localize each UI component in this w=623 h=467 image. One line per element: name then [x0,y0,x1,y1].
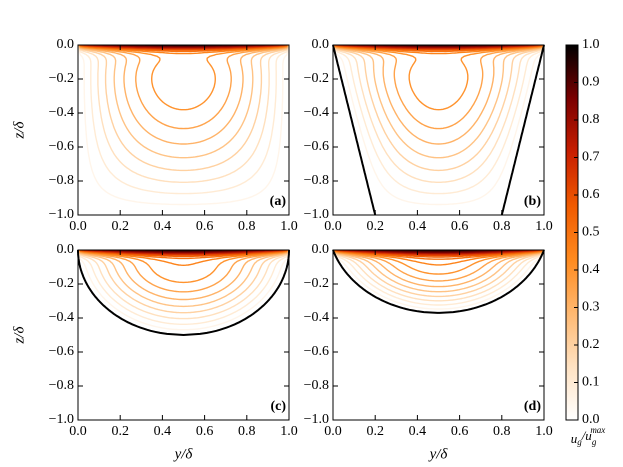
y-tick-label: −0.8 [304,173,329,188]
y-tick-label: −0.6 [304,139,329,154]
axes-frame [332,249,545,421]
y-tick-label: −0.6 [49,344,74,359]
panel-label: (d) [524,399,541,414]
y-tick-label: −0.6 [49,139,74,154]
colorbar-label-part: max [590,425,605,435]
panel: 0.0 0.2 0.4 0.6 0.8 1.0 −1.0 −0.8 −0.6 −0.4 −0.2 0.… [304,242,553,462]
contour-line [78,250,289,331]
y-tick-label: −0.6 [304,344,329,359]
contour-line [78,250,289,320]
y-tick-label: −0.4 [304,310,329,325]
contour-line [78,45,289,195]
colorbar-tick-label: 0.3 [582,300,600,315]
x-tick-label: 0.4 [409,219,427,234]
y-tick-label: 0.0 [312,37,330,52]
panel-label: (c) [270,399,286,414]
contours [333,45,544,206]
x-axis-label: y/δ [428,446,449,462]
y-tick-label: −0.4 [304,105,329,120]
x-axis-label: y/δ [173,446,194,462]
contour-line [333,45,544,130]
contours [333,250,544,310]
y-tick-label: −0.4 [49,310,74,325]
x-tick-label: 0.8 [238,424,256,439]
colorbar-tick-label: 1.0 [582,37,600,52]
colorbar-tick-label: 0.5 [582,225,600,240]
x-tick-label: 1.0 [535,424,553,439]
x-tick-label: 0.0 [69,424,87,439]
colorbar-tick-label: 0.9 [582,75,600,90]
x-tick-label: 0.6 [451,424,469,439]
contour-line [333,45,544,172]
contour-line [78,45,289,172]
y-tick-label: −0.2 [304,71,329,86]
panel-label: (a) [270,194,287,209]
contours [78,250,289,331]
x-tick-label: 0.4 [154,424,172,439]
y-tick-label: −0.2 [49,276,74,291]
colorbar-label-part: g [577,437,582,447]
x-tick-label: 1.0 [280,219,298,234]
colorbar-label-part: /u [581,428,593,443]
y-tick-label: 0.0 [57,242,75,257]
y-tick-label: −1.0 [49,412,74,427]
y-tick-label: −0.8 [49,378,74,393]
colorbar-tick-label: 0.8 [582,112,600,127]
x-tick-label: 0.4 [154,219,172,234]
colorbar-label: ug/ugmax [571,425,606,447]
x-tick-label: 0.0 [69,219,87,234]
boundary [77,250,290,337]
x-tick-label: 0.6 [196,424,214,439]
x-tick-label: 0.2 [366,219,384,234]
y-tick-label: −0.2 [304,276,329,291]
x-tick-label: 0.2 [111,219,129,234]
panel-label: (b) [524,194,541,209]
x-tick-label: 0.6 [196,219,214,234]
colorbar-tick-label: 0.7 [582,150,600,165]
x-tick-label: 0.0 [324,424,342,439]
y-tick-label: 0.0 [57,37,75,52]
x-tick-label: 0.2 [111,424,129,439]
contour-line [78,45,289,159]
panel: 0.0 0.2 0.4 0.6 0.8 1.0 −1.0 −0.8 −0.6 −0.4 −0.2 0.… [11,242,297,462]
boundary [332,249,545,314]
x-tick-label: 0.2 [366,424,384,439]
y-tick-label: −0.2 [49,71,74,86]
x-tick-label: 0.8 [493,424,511,439]
x-tick-label: 0.8 [238,219,256,234]
y-tick-label: −0.4 [49,105,74,120]
y-tick-label: −1.0 [304,412,329,427]
x-tick-label: 0.6 [451,219,469,234]
x-tick-label: 0.0 [324,219,342,234]
y-tick-label: −1.0 [49,207,74,222]
axes-frame [77,249,290,421]
colorbar-label-part: u [571,431,578,446]
contours [78,45,289,206]
y-tick-label: −0.8 [49,173,74,188]
colorbar-tick-label: 0.4 [582,262,600,277]
panel: 0.0 0.2 0.4 0.6 0.8 1.0 −1.0 −0.8 −0.6 −0.4 −0.2 0.… [11,37,297,234]
colorbar-tick-label: 0.2 [582,337,600,352]
y-tick-label: −0.8 [304,378,329,393]
colorbar-tick-label: 0.6 [582,187,600,202]
y-axis-label: z/δ [11,120,27,139]
x-tick-label: 1.0 [535,219,553,234]
boundary [332,44,545,216]
colorbar-tick-label: 0.0 [582,412,600,427]
y-axis-label: z/δ [11,325,27,344]
colorbar-tick-label: 0.1 [582,375,600,390]
y-tick-label: 0.0 [312,242,330,257]
x-tick-label: 0.8 [493,219,511,234]
y-tick-label: −1.0 [304,207,329,222]
axes-frame [332,44,545,216]
panel: 0.0 0.2 0.4 0.6 0.8 1.0 −1.0 −0.8 −0.6 −0.4 −0.2 0.… [304,37,553,234]
x-tick-label: 1.0 [280,424,298,439]
x-tick-label: 0.4 [409,424,427,439]
contour-line [78,45,289,206]
axes-frame [77,44,290,216]
colorbar-label-part: g [592,437,597,447]
